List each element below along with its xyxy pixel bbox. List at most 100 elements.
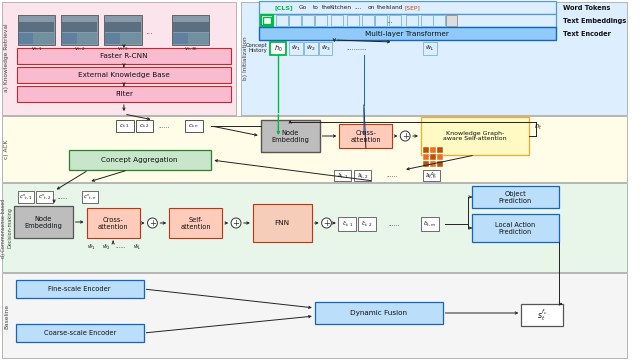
Bar — [260, 15, 273, 26]
Text: Node
Embedding: Node Embedding — [271, 130, 309, 143]
Bar — [472, 214, 559, 242]
Bar — [173, 33, 209, 44]
Text: Concept
History: Concept History — [246, 42, 268, 53]
Text: Coarse-scale Encoder: Coarse-scale Encoder — [44, 330, 116, 336]
Bar — [18, 191, 35, 203]
Bar — [136, 120, 154, 132]
Text: $v_{t,2}$: $v_{t,2}$ — [74, 45, 85, 53]
Text: Dynamic Fusion: Dynamic Fusion — [350, 310, 407, 316]
Text: Self-
attention: Self- attention — [180, 216, 211, 230]
Bar — [421, 117, 529, 155]
Text: ......: ...... — [387, 173, 397, 178]
Circle shape — [231, 218, 241, 228]
Circle shape — [400, 131, 410, 141]
Bar — [339, 124, 392, 148]
Bar — [259, 27, 556, 40]
Bar — [105, 22, 141, 32]
Text: $c_{t,2}$: $c_{t,2}$ — [139, 122, 150, 130]
Text: ...: ... — [386, 18, 393, 23]
Bar — [289, 15, 301, 26]
Text: $\hat{a}_{t,n}$: $\hat{a}_{t,n}$ — [426, 171, 437, 180]
Bar — [2, 273, 627, 358]
Bar — [332, 15, 343, 26]
Bar — [17, 86, 231, 102]
Bar — [436, 154, 443, 160]
Bar — [19, 33, 33, 44]
Bar — [104, 15, 141, 45]
Bar — [18, 15, 55, 45]
Text: $\hat{w}_L$: $\hat{w}_L$ — [425, 44, 435, 53]
Text: ......: ...... — [58, 194, 68, 199]
Text: +: + — [149, 219, 156, 228]
Bar — [358, 217, 376, 231]
Bar — [14, 206, 73, 238]
Bar — [436, 147, 443, 153]
Bar — [253, 204, 312, 242]
Bar — [319, 42, 332, 55]
Bar — [116, 120, 134, 132]
Text: Concept Aggregation: Concept Aggregation — [101, 157, 178, 163]
Text: Text Encoder: Text Encoder — [563, 31, 611, 36]
Circle shape — [148, 218, 157, 228]
Bar — [173, 33, 188, 44]
Bar — [423, 42, 436, 55]
Text: $\hat{a}_{t,1}$: $\hat{a}_{t,1}$ — [337, 171, 349, 180]
Bar — [436, 161, 443, 167]
Text: Cross-
attention: Cross- attention — [98, 216, 129, 230]
Bar — [105, 33, 141, 44]
Bar — [276, 15, 288, 26]
Text: to: to — [313, 5, 319, 10]
Text: $c_{t,1}$: $c_{t,1}$ — [119, 122, 131, 130]
Text: Word Tokens: Word Tokens — [563, 5, 610, 10]
Text: Node
Embedding: Node Embedding — [24, 216, 62, 229]
Bar — [2, 2, 236, 115]
Bar — [423, 161, 429, 167]
Text: $\hat{w}_1$: $\hat{w}_1$ — [87, 242, 96, 252]
Bar — [185, 120, 203, 132]
Bar — [304, 42, 317, 55]
Text: Faster R-CNN: Faster R-CNN — [100, 53, 148, 59]
Bar — [430, 161, 436, 167]
Bar — [423, 147, 429, 153]
Text: $v_{t,36}$: $v_{t,36}$ — [184, 45, 198, 53]
Bar — [19, 33, 54, 44]
Text: Text Embeddings: Text Embeddings — [563, 18, 626, 23]
Bar — [374, 15, 387, 26]
Bar — [260, 120, 319, 152]
Bar — [259, 1, 556, 14]
Text: ...: ... — [145, 27, 154, 36]
Bar — [86, 208, 140, 238]
Bar — [62, 22, 97, 32]
Bar — [19, 22, 54, 32]
Text: Multi-layer Transformer: Multi-layer Transformer — [365, 31, 449, 36]
Bar — [423, 154, 429, 160]
Text: on: on — [367, 5, 374, 10]
Bar — [433, 15, 445, 26]
Text: ....: .... — [355, 5, 362, 10]
Bar — [61, 15, 99, 45]
Text: ......: ...... — [116, 244, 126, 249]
Bar — [289, 42, 303, 55]
Text: the: the — [377, 5, 387, 10]
Text: $c_{t,n}$: $c_{t,n}$ — [188, 122, 200, 130]
Bar — [259, 14, 556, 27]
Text: [SEP]: [SEP] — [404, 5, 420, 10]
Text: Object
Prediction: Object Prediction — [499, 190, 532, 203]
Text: the: the — [322, 5, 332, 10]
Bar — [2, 183, 627, 272]
Text: $c''_{t,1}$: $c''_{t,1}$ — [19, 193, 32, 201]
Bar — [423, 170, 440, 181]
Bar — [36, 191, 53, 203]
Bar — [173, 22, 209, 32]
Text: Local Action
Prediction: Local Action Prediction — [495, 221, 536, 234]
Bar — [445, 15, 458, 26]
Text: Knowledge Graph-
aware Self-attention: Knowledge Graph- aware Self-attention — [444, 131, 507, 141]
Text: d) Commonsense-based
Decision-making: d) Commonsense-based Decision-making — [1, 198, 12, 258]
Text: $s^{f_c}_t$: $s^{f_c}_t$ — [537, 307, 547, 323]
Text: [CLS]: [CLS] — [275, 5, 294, 10]
Bar — [69, 150, 211, 170]
Text: Go: Go — [299, 5, 307, 10]
Text: $\hat{w}_2$: $\hat{w}_2$ — [102, 242, 111, 252]
Text: $v_{t,3}$: $v_{t,3}$ — [117, 45, 129, 53]
Bar — [430, 154, 436, 160]
